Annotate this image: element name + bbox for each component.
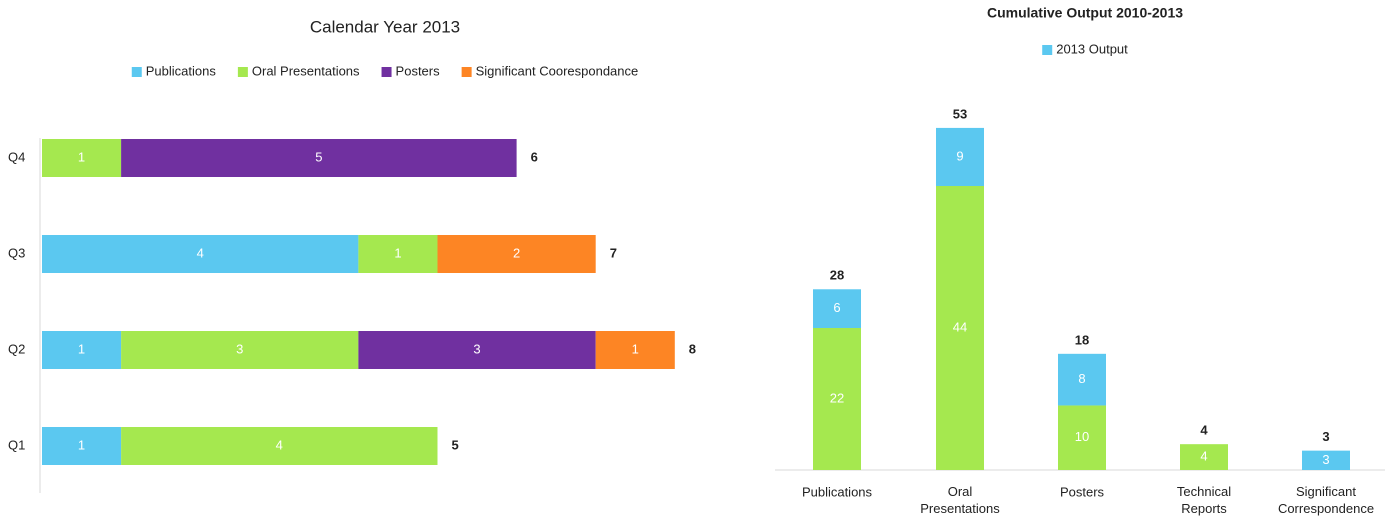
data-label: 3 xyxy=(1322,452,1329,467)
legend-label: 2013 Output xyxy=(1056,41,1128,56)
total-label: 53 xyxy=(953,106,967,121)
legend-swatch xyxy=(381,67,392,77)
legend-swatch xyxy=(131,67,142,77)
data-label: 9 xyxy=(956,148,963,163)
bar-segment xyxy=(936,186,984,470)
chart-title: Calendar Year 2013 xyxy=(310,17,460,36)
y-tick-label: Q3 xyxy=(8,245,25,260)
y-tick-label: Q1 xyxy=(8,437,25,452)
bar-segment xyxy=(595,331,675,369)
total-label: 3 xyxy=(1322,429,1329,444)
legend-label: Significant Coorespondance xyxy=(476,63,639,78)
legend-label: Oral Presentations xyxy=(252,63,360,78)
data-label: 1 xyxy=(78,437,85,452)
data-label: 8 xyxy=(1078,371,1085,386)
data-label: 1 xyxy=(78,149,85,164)
bar-segment xyxy=(358,235,438,273)
bar-segment xyxy=(1058,353,1106,406)
data-label: 1 xyxy=(78,341,85,356)
bar-segment xyxy=(121,427,438,465)
data-label: 3 xyxy=(236,341,243,356)
y-tick-label: Q4 xyxy=(8,149,25,164)
total-label: 28 xyxy=(830,268,844,283)
bar-segment xyxy=(813,289,861,328)
bar-segment xyxy=(1302,450,1350,470)
legend-swatch xyxy=(461,67,472,77)
data-label: 5 xyxy=(315,149,322,164)
data-label: 1 xyxy=(394,245,401,260)
total-label: 5 xyxy=(452,437,459,452)
x-tick-label: Posters xyxy=(1060,484,1105,499)
total-label: 7 xyxy=(610,245,617,260)
bar-segment xyxy=(42,427,122,465)
data-label: 4 xyxy=(1200,449,1207,464)
x-tick-label: Significant Correspondence xyxy=(1278,484,1374,516)
data-label: 3 xyxy=(473,341,480,356)
total-label: 4 xyxy=(1200,423,1208,438)
x-tick-label: Oral Presentations xyxy=(920,484,1000,516)
total-label: 18 xyxy=(1075,332,1089,347)
bar-segment xyxy=(121,139,517,177)
x-tick-label: Technical Reports xyxy=(1177,484,1231,516)
bar-segment xyxy=(121,331,359,369)
legend-label: Publications xyxy=(146,63,217,78)
bar-segment xyxy=(936,127,984,186)
x-tick-label: Publications xyxy=(802,484,873,499)
total-label: 8 xyxy=(689,341,696,356)
data-label: 4 xyxy=(197,245,204,260)
bar-segment xyxy=(358,331,596,369)
bar-segment xyxy=(42,235,359,273)
legend-swatch xyxy=(237,67,248,77)
data-label: 10 xyxy=(1075,429,1089,444)
y-tick-label: Q2 xyxy=(8,341,25,356)
total-label: 6 xyxy=(531,149,538,164)
data-label: 44 xyxy=(953,319,967,334)
bar-segment xyxy=(813,328,861,470)
legend-swatch xyxy=(1042,45,1053,55)
data-label: 1 xyxy=(632,341,639,356)
data-label: 2 xyxy=(513,245,520,260)
bar-segment xyxy=(437,235,596,273)
bar-segment xyxy=(1058,405,1106,470)
chart-title: Cumulative Output 2010-2013 xyxy=(987,5,1183,21)
bar-segment xyxy=(1180,444,1228,470)
bar-segment xyxy=(42,331,122,369)
legend-label: Posters xyxy=(396,63,441,78)
data-label: 6 xyxy=(833,300,840,315)
bar-segment xyxy=(42,139,122,177)
data-label: 22 xyxy=(830,390,844,405)
data-label: 4 xyxy=(276,437,283,452)
